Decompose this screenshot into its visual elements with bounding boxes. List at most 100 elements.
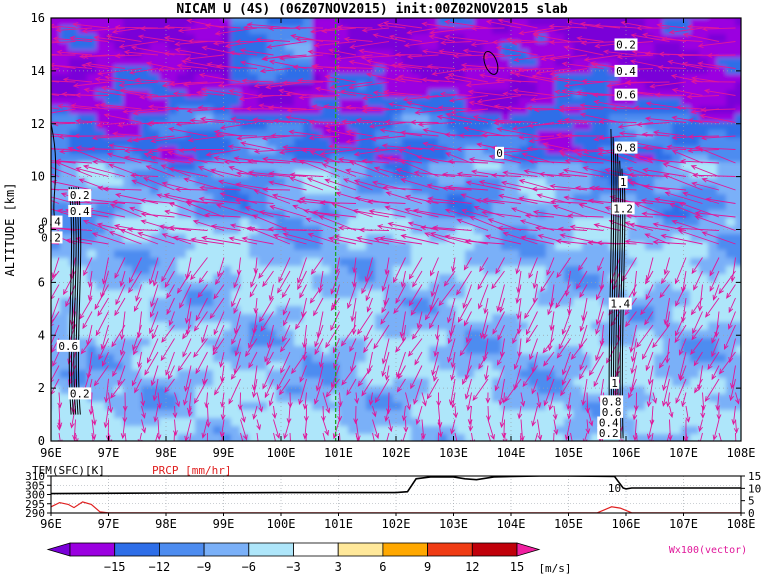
wind-arrow: [690, 165, 720, 177]
wind-arrow: [407, 338, 423, 357]
wind-arrow: [135, 284, 142, 302]
wind-arrow: [411, 324, 423, 340]
wind-arrow: [82, 311, 93, 330]
wind-arrow: [566, 297, 572, 315]
wind-arrow: [716, 405, 722, 421]
wind-arrow: [682, 191, 720, 204]
colorbar: −15 −12 −9 −6 −3 3 6 9 12 15 [m/s]: [46, 542, 572, 575]
wind-arrow: [262, 156, 307, 164]
left-tick-label: 295: [25, 498, 45, 511]
x-tick-label: 96E: [40, 517, 62, 531]
wind-arrow: [439, 40, 472, 46]
wind-arrow: [690, 297, 703, 316]
wind-arrow: [424, 297, 439, 321]
wind-arrow: [298, 378, 307, 406]
colorbar-swatch: [114, 542, 160, 557]
wind-arrow: [671, 88, 703, 96]
wind-arrow: [307, 233, 340, 245]
wind-arrow: [51, 107, 60, 110]
wind-arrow: [198, 196, 241, 204]
wind-arrow: [408, 284, 423, 307]
wind-arrow: [685, 405, 691, 423]
wind-arrow: [253, 189, 291, 204]
wind-arrow: [386, 155, 423, 164]
wind-arrow: [443, 270, 456, 287]
wind-arrow: [366, 59, 406, 69]
wind-arrow: [735, 432, 737, 441]
contour-label-bg: [597, 427, 621, 440]
wind-arrow: [128, 257, 142, 284]
wind-arrow: [51, 40, 60, 42]
wind-arrow: [349, 160, 390, 177]
wind-arrow: [114, 297, 126, 317]
wind-arrow: [256, 392, 264, 413]
wind-arrow: [273, 432, 276, 441]
wind-arrow: [126, 226, 159, 232]
wind-arrow: [367, 199, 406, 205]
wind-arrow: [354, 392, 360, 405]
wind-arrow: [104, 378, 109, 404]
y-tick-label: 10: [31, 170, 45, 184]
wind-arrow: [678, 338, 687, 356]
wind-arrow: [496, 127, 538, 137]
wind-arrow: [382, 20, 423, 29]
y-tick-label: 2: [38, 381, 45, 395]
wind-arrow: [450, 392, 456, 409]
wind-arrow: [81, 63, 109, 69]
wind-arrow: [363, 338, 373, 354]
wind-arrow: [491, 172, 522, 178]
wind-arrow: [528, 257, 538, 279]
wind-arrow: [357, 311, 373, 335]
wind-arrow: [520, 235, 555, 245]
wind-arrow: [85, 61, 126, 69]
wind-arrow: [373, 166, 406, 177]
wind-arrow: [231, 284, 241, 308]
wind-arrow: [229, 223, 258, 231]
wind-arrow: [595, 311, 604, 335]
wind-arrow: [445, 112, 489, 123]
wind-arrow: [262, 54, 307, 61]
wind-arrow: [641, 211, 687, 218]
wind-arrow: [112, 351, 126, 377]
wind-arrow: [579, 311, 588, 333]
wind-arrow: [430, 257, 439, 277]
wind-arrow: [204, 23, 241, 29]
colorbar-under-arrow: [46, 542, 71, 557]
wind-arrow: [447, 324, 456, 345]
wind-arrow: [241, 78, 274, 84]
wind-arrow: [501, 419, 507, 439]
wind-arrow: [325, 378, 340, 398]
wind-arrow: [172, 405, 178, 419]
wind-arrow: [119, 338, 126, 356]
wind-arrow: [561, 365, 571, 386]
wind-arrow: [251, 214, 291, 231]
wind-arrow: [161, 233, 192, 245]
wind-arrow: [303, 208, 340, 218]
wind-arrow: [168, 225, 208, 231]
wind-arrow: [552, 204, 588, 218]
wind-arrow: [518, 179, 555, 191]
wind-arrow: [478, 351, 489, 370]
wind-arrow: [561, 351, 571, 376]
wind-arrow: [667, 419, 673, 441]
wind-arrow: [448, 378, 456, 406]
contour-label: 1.4: [610, 298, 630, 311]
x-tick-label: 107E: [669, 517, 698, 531]
contour-label-bg: [614, 64, 638, 77]
wind-arrow: [105, 34, 142, 42]
wind-arrow: [553, 419, 559, 436]
contour-label: 1: [611, 377, 618, 390]
wind-arrow: [329, 81, 373, 90]
x-tick-label: 100E: [267, 446, 296, 460]
wind-arrow: [660, 270, 670, 285]
wind-arrow: [97, 68, 142, 76]
wind-arrow: [422, 141, 456, 150]
wind-arrow: [224, 41, 258, 49]
wind-arrow: [194, 378, 208, 405]
wind-arrow: [345, 104, 373, 110]
wind-arrow: [394, 52, 423, 58]
wind-arrow: [219, 419, 225, 438]
wind-arrow: [217, 257, 225, 278]
wind-arrow: [341, 119, 373, 125]
wind-arrow: [460, 193, 489, 204]
